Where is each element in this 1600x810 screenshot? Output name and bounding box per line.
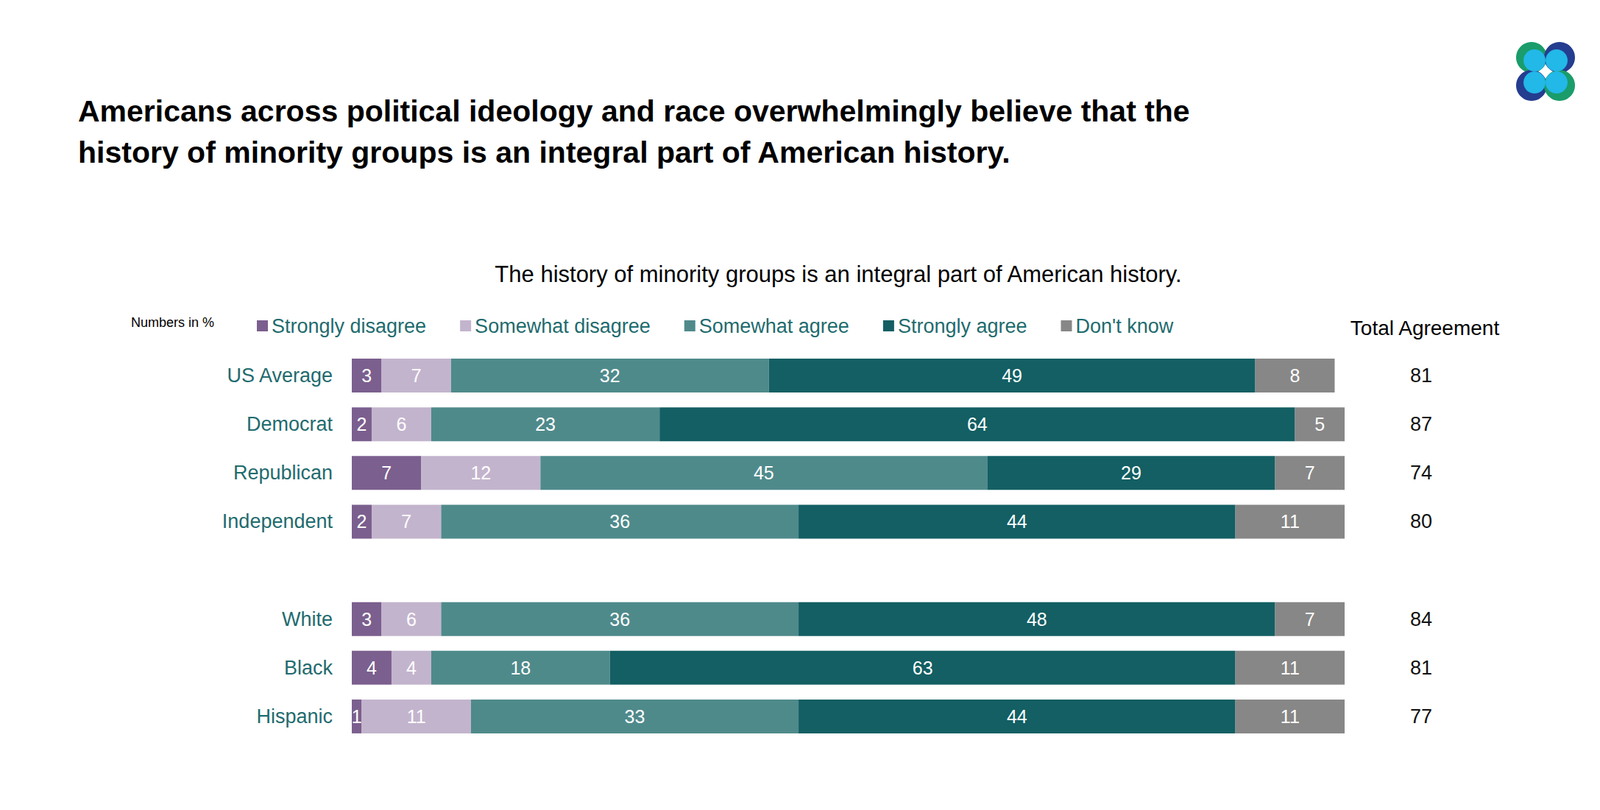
- svg-text:29: 29: [1120, 462, 1142, 483]
- svg-text:49: 49: [1001, 365, 1023, 386]
- svg-text:7: 7: [401, 510, 412, 532]
- svg-text:11: 11: [1280, 510, 1300, 532]
- svg-text:6: 6: [406, 608, 417, 630]
- svg-text:Strongly agree: Strongly agree: [897, 314, 1028, 338]
- svg-text:5: 5: [1314, 413, 1325, 435]
- svg-text:history of minority groups is: history of minority groups is an integra…: [78, 135, 1011, 170]
- svg-text:Republican: Republican: [233, 461, 333, 484]
- svg-text:6: 6: [395, 413, 407, 435]
- svg-text:Hispanic: Hispanic: [256, 705, 333, 728]
- svg-text:74: 74: [1410, 461, 1433, 484]
- svg-text:44: 44: [1006, 510, 1028, 532]
- svg-text:44: 44: [1006, 705, 1028, 727]
- svg-text:8: 8: [1290, 365, 1301, 386]
- svg-text:7: 7: [1304, 608, 1316, 630]
- svg-text:11: 11: [1280, 657, 1300, 678]
- svg-text:2: 2: [356, 510, 368, 532]
- svg-text:1: 1: [351, 705, 363, 727]
- svg-text:US Average: US Average: [226, 364, 333, 387]
- svg-text:Democrat: Democrat: [246, 412, 334, 435]
- svg-text:63: 63: [912, 657, 934, 678]
- svg-text:48: 48: [1026, 608, 1048, 630]
- svg-text:64: 64: [967, 413, 988, 435]
- svg-text:Black: Black: [284, 656, 334, 679]
- svg-text:Total Agreement: Total Agreement: [1350, 316, 1500, 340]
- svg-text:Somewhat agree: Somewhat agree: [699, 314, 850, 338]
- svg-text:11: 11: [406, 705, 427, 727]
- svg-text:36: 36: [609, 608, 630, 630]
- svg-text:81: 81: [1410, 656, 1433, 679]
- svg-text:11: 11: [1280, 705, 1300, 727]
- svg-text:Americans across political ide: Americans across political ideology and …: [78, 94, 1199, 129]
- svg-text:3: 3: [361, 608, 372, 630]
- svg-text:Somewhat disagree: Somewhat disagree: [474, 314, 651, 338]
- svg-text:Independent: Independent: [222, 510, 334, 533]
- svg-text:3: 3: [361, 365, 372, 386]
- svg-text:18: 18: [510, 657, 531, 678]
- svg-text:36: 36: [609, 510, 630, 532]
- svg-text:2: 2: [356, 413, 368, 435]
- svg-text:7: 7: [381, 462, 392, 483]
- svg-text:33: 33: [624, 705, 646, 727]
- svg-text:The history of minority groups: The history of minority groups is an int…: [494, 261, 1182, 288]
- svg-text:7: 7: [1304, 462, 1316, 483]
- svg-text:23: 23: [535, 413, 556, 435]
- svg-text:84: 84: [1410, 607, 1433, 630]
- svg-text:80: 80: [1410, 510, 1433, 533]
- svg-text:White: White: [281, 607, 333, 630]
- svg-text:4: 4: [366, 657, 377, 678]
- svg-text:7: 7: [411, 365, 422, 386]
- svg-text:12: 12: [470, 462, 491, 483]
- svg-text:32: 32: [599, 365, 621, 386]
- svg-text:77: 77: [1410, 705, 1433, 728]
- svg-text:Don't know: Don't know: [1075, 314, 1174, 338]
- svg-text:Strongly disagree: Strongly disagree: [271, 314, 427, 338]
- svg-text:45: 45: [753, 462, 775, 483]
- svg-text:81: 81: [1410, 364, 1433, 387]
- svg-text:87: 87: [1410, 412, 1433, 435]
- svg-text:Numbers in %: Numbers in %: [131, 314, 215, 330]
- svg-text:4: 4: [406, 657, 417, 678]
